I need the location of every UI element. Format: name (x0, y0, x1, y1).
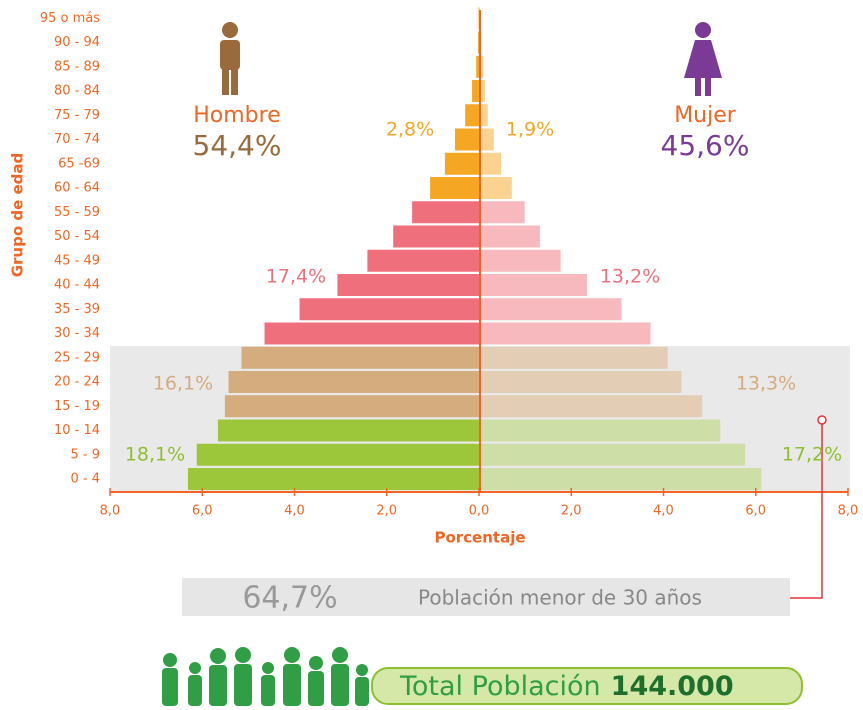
bar (479, 395, 703, 418)
x-tick-label: 8,0 (838, 504, 859, 519)
bar (430, 177, 479, 199)
highlight-text: Población menor de 30 años (418, 586, 702, 610)
x-tick-label: 4,0 (653, 504, 674, 519)
y-tick-label: 65 -69 (58, 156, 100, 171)
connector-dot (817, 415, 827, 425)
bar (479, 468, 762, 490)
bar (455, 128, 479, 151)
y-tick-label: 0 - 4 (71, 472, 101, 487)
x-tick-label: 2,0 (376, 504, 397, 519)
x-tick-label: 0,0 (469, 504, 490, 519)
bar (367, 249, 479, 272)
bar (217, 419, 479, 442)
bar (264, 322, 479, 345)
y-tick-label: 75 - 79 (54, 108, 100, 123)
x-tick-label: 8,0 (100, 504, 121, 519)
y-tick-label: 85 - 89 (54, 59, 100, 74)
total-text: Total Población 144.000 (399, 671, 734, 702)
y-tick-label: 95 o más (40, 11, 100, 26)
y-tick-label: 35 - 39 (54, 302, 100, 317)
y-tick-label: 10 - 14 (54, 423, 100, 438)
y-tick-label: 60 - 64 (54, 181, 100, 196)
y-tick-label: 15 - 19 (54, 399, 100, 414)
bar (479, 419, 721, 442)
bar (479, 201, 525, 224)
y-tick-label: 70 - 74 (54, 132, 100, 147)
bar (479, 346, 668, 369)
bar (479, 128, 494, 151)
group-label: 13,2% (600, 266, 660, 288)
group-label: 16,1% (153, 373, 213, 395)
highlight-box (182, 578, 790, 616)
bar (187, 468, 480, 490)
group-label: 13,3% (736, 373, 796, 395)
bar (479, 249, 561, 272)
y-tick-label: 40 - 44 (54, 278, 100, 293)
highlight-value: 64,7% (242, 581, 337, 616)
connector (790, 424, 823, 599)
bar (479, 443, 746, 466)
bar (412, 201, 479, 224)
y-tick-label: 30 - 34 (54, 326, 100, 341)
female-total: 45,6% (661, 129, 750, 162)
female-label: Mujer (674, 103, 737, 128)
people-icon (162, 647, 369, 706)
total-value: 144.000 (611, 671, 734, 702)
bar (479, 55, 484, 78)
y-tick-label: 55 - 59 (54, 205, 100, 220)
total-label: Total Población (399, 671, 601, 702)
bar (228, 371, 479, 393)
male-label: Hombre (193, 103, 281, 128)
bar (479, 152, 502, 175)
y-tick-label: 90 - 94 (54, 35, 100, 50)
bar (478, 31, 479, 54)
bar (476, 55, 479, 78)
bar (479, 274, 587, 296)
bar (479, 225, 540, 248)
bar (465, 104, 479, 127)
y-tick-label: 45 - 49 (54, 253, 100, 268)
y-tick-label: 20 - 24 (54, 375, 100, 390)
bar (224, 395, 479, 418)
group-label: 17,4% (266, 266, 326, 288)
x-tick-label: 6,0 (192, 504, 213, 519)
male-total: 54,4% (193, 129, 282, 162)
x-tick-label: 4,0 (284, 504, 305, 519)
bar (479, 177, 512, 199)
bar (241, 346, 479, 369)
bar (479, 371, 682, 393)
bar (479, 298, 622, 321)
bar (479, 104, 488, 127)
y-axis-label: Grupo de edad (9, 153, 27, 278)
female-icon (684, 22, 722, 96)
total-pill (371, 667, 803, 705)
group-label: 1,9% (506, 119, 554, 141)
bar (479, 80, 485, 102)
group-label: 18,1% (125, 444, 185, 466)
x-tick-label: 2,0 (561, 504, 582, 519)
y-tick-label: 25 - 29 (54, 350, 100, 365)
bar (479, 322, 651, 345)
bar (472, 80, 479, 102)
bar (393, 225, 479, 248)
bar (299, 298, 479, 321)
group-label: 2,8% (386, 119, 434, 141)
bar (196, 443, 479, 466)
male-icon (220, 22, 240, 95)
x-tick-label: 6,0 (745, 504, 766, 519)
group-label: 17,2% (782, 444, 842, 466)
bar (337, 274, 479, 296)
y-tick-label: 50 - 54 (54, 229, 100, 244)
bar (444, 152, 479, 175)
y-tick-label: 80 - 84 (54, 84, 100, 99)
y-tick-label: 5 - 9 (71, 447, 101, 462)
x-axis-label: Porcentaje (434, 529, 525, 547)
